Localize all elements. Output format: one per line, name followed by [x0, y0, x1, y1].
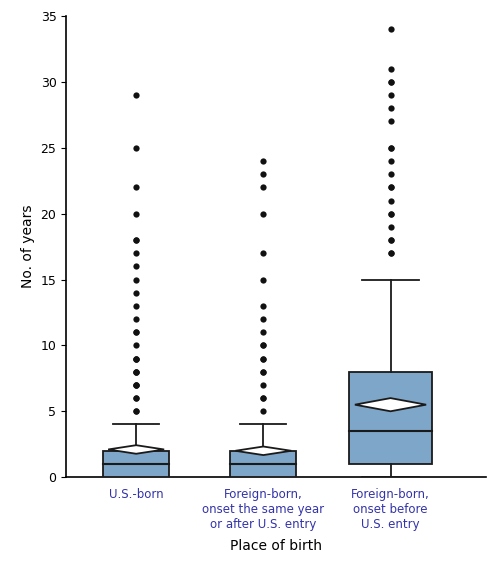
Bar	[103, 451, 169, 477]
Bar	[349, 372, 432, 464]
Bar	[230, 451, 296, 477]
Polygon shape	[355, 398, 426, 411]
Polygon shape	[236, 447, 291, 455]
Polygon shape	[108, 445, 164, 454]
Y-axis label: No. of years: No. of years	[21, 205, 35, 288]
X-axis label: Place of birth: Place of birth	[230, 539, 322, 553]
